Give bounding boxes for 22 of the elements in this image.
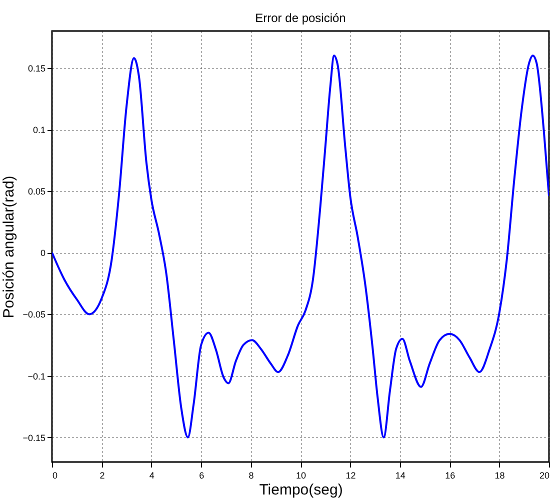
y-tick-label: −0.15 xyxy=(22,432,46,443)
y-axis-title: Posición angular(rad) xyxy=(0,176,18,318)
x-tick-label: 4 xyxy=(149,470,154,480)
y-tick-label: 0.15 xyxy=(28,63,46,74)
x-tick-label: 12 xyxy=(346,470,356,480)
y-tick-label: −0.1 xyxy=(28,371,46,382)
line-series xyxy=(52,54,549,438)
chart-title: Error de posición xyxy=(255,11,346,25)
x-tick-label: 2 xyxy=(100,470,105,480)
y-tick-label: −0.05 xyxy=(22,310,46,320)
x-tick-label: 10 xyxy=(296,470,306,480)
x-tick-label: 14 xyxy=(395,470,406,480)
x-tick-label: 20 xyxy=(539,470,550,480)
x-tick-label: 8 xyxy=(248,470,254,480)
y-tick-label: 0 xyxy=(40,248,46,258)
x-tick-label: 16 xyxy=(445,470,456,480)
x-axis-title: Tiempo(seg) xyxy=(259,482,343,498)
x-tick-label: 18 xyxy=(494,470,505,480)
y-tick-label: 0.1 xyxy=(32,125,46,136)
x-tick-label: 6 xyxy=(199,470,204,480)
x-tick-label: 0 xyxy=(52,470,58,480)
y-tick-label: 0.05 xyxy=(28,186,46,197)
